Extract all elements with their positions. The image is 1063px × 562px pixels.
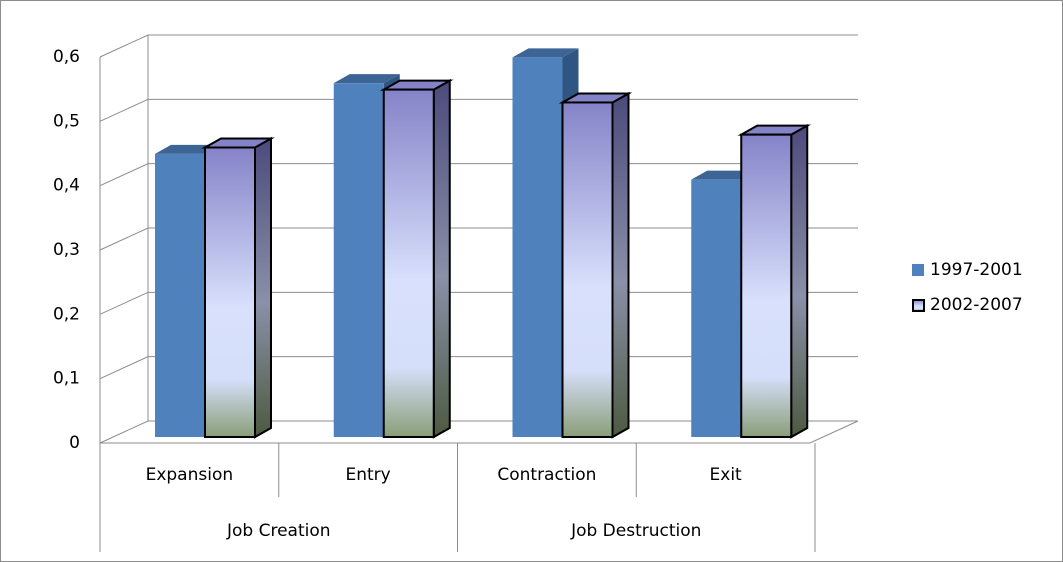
bar [379,78,454,439]
bar-side [432,78,451,439]
y-tick-label: 0 [69,433,80,453]
bar [201,136,275,439]
bar-top [333,74,400,84]
x-tick-label: Contraction [497,465,596,485]
bar-front [155,153,205,437]
grid-line [99,34,858,58]
bar-front [333,83,384,438]
y-tick-label: 0,1 [53,369,80,389]
group-label: Job Destruction [570,521,701,541]
bar-front [382,88,435,438]
bar-front [561,101,614,438]
legend-label: 1997-2001 [930,260,1023,280]
grid-line [99,98,858,122]
x-tick-label: Exit [710,465,743,485]
bar [558,91,633,439]
bar-front [512,57,563,437]
bar-side [611,91,630,439]
group-label: Job Creation [226,521,331,541]
bar-side [790,123,809,439]
legend-label: 2002-2007 [930,295,1023,315]
x-tick-label: Expansion [146,465,234,485]
bar-front [740,133,793,438]
bar-front [204,146,256,438]
y-tick-label: 0,4 [53,176,80,196]
floor-edge [100,420,859,444]
bar-front [691,179,742,437]
x-tick-label: Entry [346,465,391,485]
y-tick-label: 0,6 [53,47,80,67]
legend-swatch [912,299,925,312]
y-tick-label: 0,5 [53,111,80,131]
bar [737,123,812,439]
y-tick-label: 0,2 [53,304,80,324]
legend-swatch [912,264,924,276]
y-tick-label: 0,3 [53,240,80,260]
bar-top [512,48,579,58]
bar-side [254,136,272,439]
